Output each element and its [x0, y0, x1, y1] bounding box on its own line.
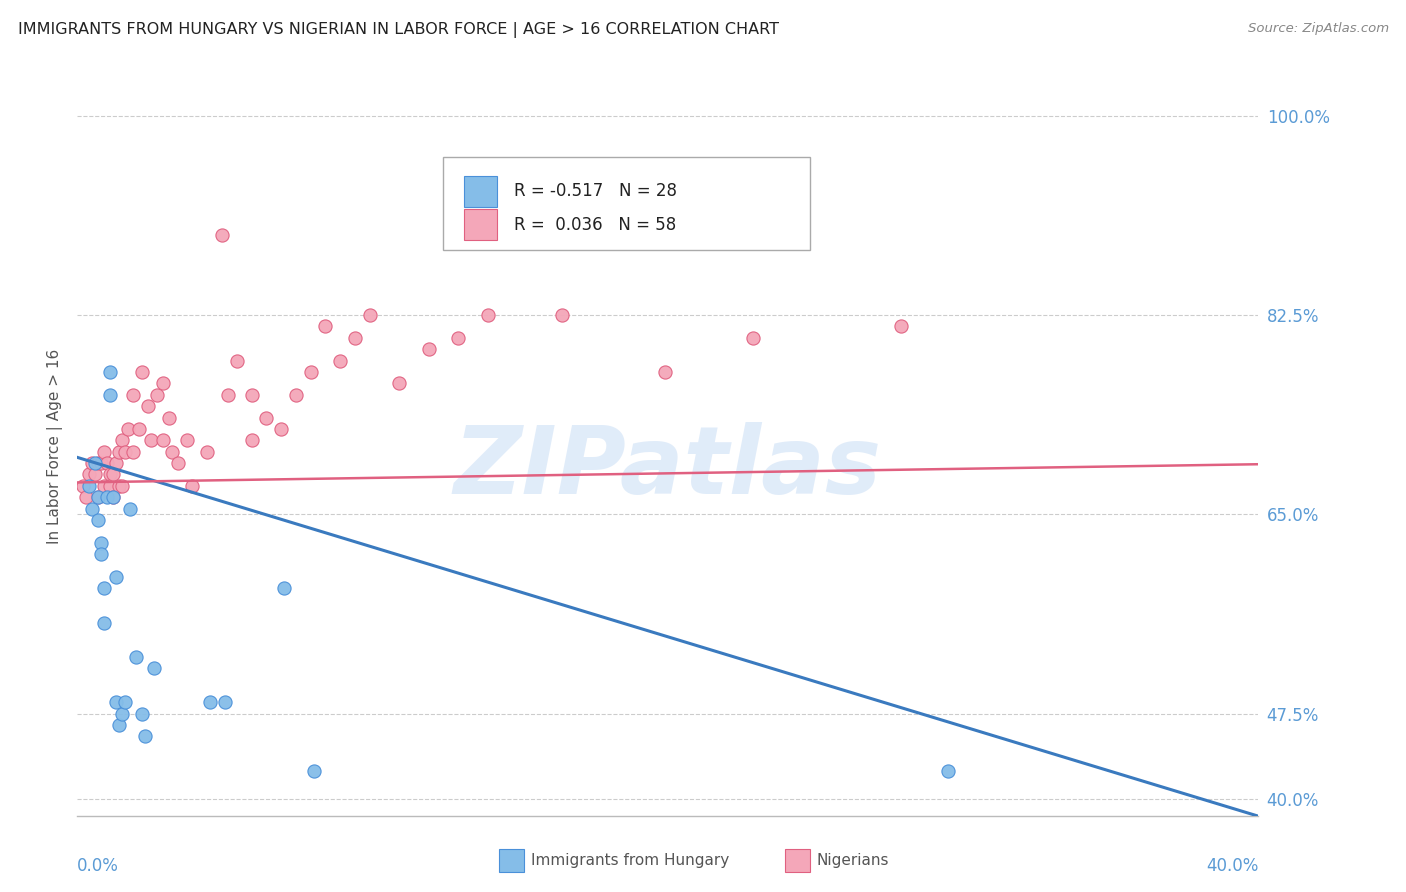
Point [82, 501, 104, 516]
Point [104, 695, 127, 709]
Point [550, 308, 572, 322]
Text: IMMIGRANTS FROM HUNGARY VS NIGERIAN IN LABOR FORCE | AGE > 16 CORRELATION CHART: IMMIGRANTS FROM HUNGARY VS NIGERIAN IN L… [18, 22, 779, 38]
Point [101, 490, 124, 504]
Point [120, 501, 142, 516]
Point [654, 365, 676, 379]
Point [418, 342, 440, 356]
Point [214, 695, 236, 709]
Bar [464, 209, 496, 240]
Point [104, 456, 127, 470]
Point [225, 353, 247, 368]
Point [96, 456, 118, 470]
Point [98, 479, 121, 493]
Point [176, 434, 198, 448]
Point [181, 479, 204, 493]
Point [90, 456, 112, 470]
Point [84, 456, 107, 470]
Point [122, 388, 145, 402]
Point [299, 365, 322, 379]
Point [125, 649, 148, 664]
Point [107, 444, 129, 458]
Point [77, 467, 100, 482]
Point [141, 434, 163, 448]
FancyBboxPatch shape [443, 157, 810, 250]
Point [890, 319, 912, 334]
Point [93, 582, 115, 596]
Point [104, 570, 127, 584]
Point [477, 308, 499, 322]
Point [72, 479, 94, 493]
Point [160, 444, 183, 458]
Point [98, 467, 121, 482]
Point [195, 444, 218, 458]
Point [87, 456, 110, 470]
Point [447, 331, 470, 345]
Text: 0.0%: 0.0% [77, 857, 120, 875]
Text: ZIPatlas: ZIPatlas [454, 422, 882, 514]
Point [90, 547, 112, 561]
Point [122, 444, 145, 458]
Point [128, 422, 150, 436]
Point [329, 353, 352, 368]
Point [388, 376, 411, 391]
Point [84, 467, 107, 482]
Point [77, 479, 100, 493]
Point [211, 228, 233, 243]
Text: Source: ZipAtlas.com: Source: ZipAtlas.com [1249, 22, 1389, 36]
Point [166, 456, 188, 470]
Point [111, 479, 132, 493]
Point [131, 365, 153, 379]
Point [240, 388, 263, 402]
Point [101, 467, 124, 482]
Point [284, 388, 307, 402]
Point [93, 444, 115, 458]
Point [302, 764, 325, 778]
Point [200, 695, 222, 709]
Y-axis label: In Labor Force | Age > 16: In Labor Force | Age > 16 [48, 349, 63, 543]
Point [87, 490, 110, 504]
Point [217, 388, 239, 402]
Point [114, 444, 136, 458]
Point [117, 422, 139, 436]
Point [87, 513, 110, 527]
Point [98, 388, 121, 402]
Bar [464, 176, 496, 207]
Point [87, 490, 110, 504]
Point [157, 410, 180, 425]
Point [96, 490, 118, 504]
Point [136, 399, 159, 413]
Text: 40.0%: 40.0% [1206, 857, 1258, 875]
Point [75, 490, 97, 504]
Point [146, 388, 169, 402]
Point [314, 319, 336, 334]
Point [152, 434, 174, 448]
Point [270, 422, 292, 436]
Point [742, 331, 765, 345]
Point [101, 490, 124, 504]
Point [90, 536, 112, 550]
Text: R = -0.517   N = 28: R = -0.517 N = 28 [515, 182, 678, 201]
Point [111, 434, 132, 448]
Text: Nigerians: Nigerians [817, 854, 890, 868]
Point [134, 730, 156, 744]
Text: Immigrants from Hungary: Immigrants from Hungary [531, 854, 730, 868]
Point [111, 706, 132, 721]
Point [107, 479, 129, 493]
Point [143, 661, 166, 675]
Point [152, 376, 174, 391]
Point [98, 365, 121, 379]
Point [359, 308, 381, 322]
Point [114, 695, 136, 709]
Point [240, 434, 263, 448]
Point [82, 456, 104, 470]
Text: R =  0.036   N = 58: R = 0.036 N = 58 [515, 216, 676, 234]
Point [254, 410, 277, 425]
Point [93, 615, 115, 630]
Point [938, 764, 960, 778]
Point [107, 718, 129, 732]
Point [343, 331, 366, 345]
Point [131, 706, 153, 721]
Point [273, 582, 295, 596]
Point [93, 479, 115, 493]
